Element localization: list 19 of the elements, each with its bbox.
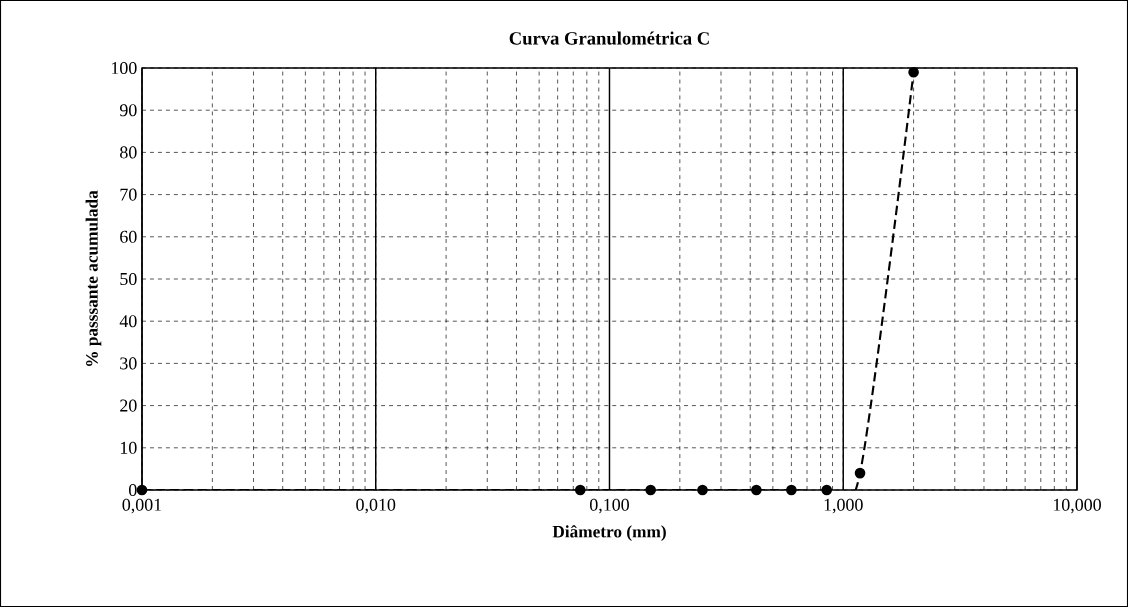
y-tick-label: 40 <box>119 315 137 328</box>
y-tick-label: 90 <box>119 104 137 117</box>
x-tick-label: 10,000 <box>1053 498 1101 514</box>
y-tick-label: 50 <box>120 272 137 286</box>
y-axis-title: % passsante acumulada <box>85 190 102 366</box>
chart-title: Curva Granulométrica C <box>509 31 709 45</box>
x-tick-label: 0,001 <box>122 498 162 514</box>
x-tick-label: 0,100 <box>590 498 629 514</box>
y-tick-label: 80 <box>120 146 137 159</box>
y-tick-label: 60 <box>120 230 137 243</box>
x-axis-title: Diâmetro (mm) <box>552 525 666 542</box>
x-tick-label: 0,010 <box>356 498 396 514</box>
y-tick-label: 10 <box>120 441 137 454</box>
y-tick-label: 70 <box>120 188 137 201</box>
y-tick-label: 100 <box>111 61 137 75</box>
y-tick-label: 0 <box>129 483 137 497</box>
y-tick-label: 20 <box>120 399 137 412</box>
x-tick-label: 1,000 <box>824 498 863 514</box>
y-tick-label: 30 <box>120 357 137 370</box>
